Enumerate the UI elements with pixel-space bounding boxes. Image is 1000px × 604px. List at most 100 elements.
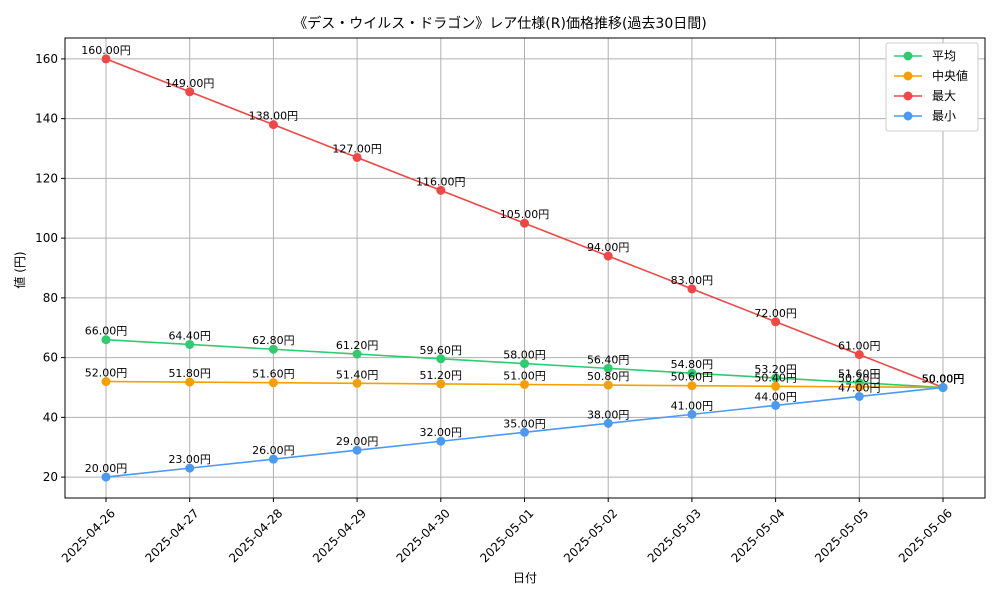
data-label: 61.20円	[336, 339, 379, 352]
data-point	[268, 378, 278, 388]
data-point	[603, 380, 613, 390]
data-label: 35.00円	[503, 417, 546, 430]
data-point	[436, 436, 446, 446]
data-label: 41.00円	[671, 399, 714, 412]
data-label: 50.00円	[922, 372, 965, 385]
data-label: 64.40円	[168, 329, 211, 342]
data-point	[436, 185, 446, 195]
data-point	[436, 354, 446, 364]
data-label: 138.00円	[249, 110, 299, 123]
data-point	[687, 284, 697, 294]
legend-swatch-marker	[903, 51, 913, 61]
data-point	[771, 381, 781, 391]
data-label: 44.00円	[754, 390, 797, 403]
data-point	[771, 317, 781, 327]
legend-label: 最大	[932, 89, 956, 103]
data-point	[185, 463, 195, 473]
series-layer	[101, 54, 948, 482]
data-point	[185, 377, 195, 387]
y-tick-label: 40	[43, 410, 58, 424]
data-point	[101, 335, 111, 345]
data-label: 50.00円	[922, 372, 965, 385]
legend-label: 中央値	[932, 68, 968, 83]
legend-swatch-marker	[903, 71, 913, 81]
data-point	[101, 472, 111, 482]
data-label: 127.00円	[332, 142, 382, 155]
y-tick-label: 160	[35, 52, 58, 66]
data-point	[101, 377, 111, 387]
data-point	[352, 378, 362, 388]
data-label: 61.00円	[838, 340, 881, 353]
data-label: 51.40円	[336, 368, 379, 381]
data-labels-layer: 66.00円 64.40円 62.80円 61.20円 59.60円 58.00円 56.4…	[81, 44, 964, 475]
data-label: 51.80円	[168, 367, 211, 380]
data-point	[352, 445, 362, 455]
data-point	[854, 391, 864, 401]
y-tick-label: 80	[43, 291, 58, 305]
legend-swatch-marker	[903, 91, 913, 101]
data-point	[687, 409, 697, 419]
data-label: 116.00円	[416, 175, 466, 188]
y-tick-label: 20	[43, 470, 58, 484]
data-point	[352, 349, 362, 359]
data-label: 160.00円	[81, 44, 131, 57]
data-label: 53.20円	[754, 363, 797, 376]
chart-title: 《デス・ウイルス・ドラゴン》レア仕様(R)価格推移(過去30日間)	[293, 15, 706, 32]
data-point	[520, 427, 529, 437]
data-point	[854, 382, 864, 392]
data-label: 23.00円	[168, 453, 211, 466]
data-point	[520, 379, 529, 389]
data-label: 72.00円	[754, 307, 797, 320]
data-label: 38.00円	[587, 408, 630, 421]
legend-label: 最小	[932, 109, 956, 123]
data-point	[771, 400, 781, 410]
data-point	[687, 381, 697, 391]
data-label: 51.00円	[503, 369, 546, 382]
data-point	[771, 373, 781, 383]
legend-swatch-marker	[903, 111, 913, 121]
data-label: 149.00円	[165, 77, 215, 90]
data-label: 50.00円	[922, 372, 965, 385]
data-label: 52.00円	[85, 367, 128, 380]
legend-label: 平均	[932, 49, 956, 63]
data-point	[268, 344, 278, 354]
data-point	[185, 339, 195, 349]
x-axis-title: 日付	[513, 571, 537, 585]
data-label: 51.60円	[252, 368, 295, 381]
data-label: 56.40円	[587, 353, 630, 366]
data-label: 50.60円	[671, 371, 714, 384]
data-point	[268, 120, 278, 130]
data-label: 105.00円	[500, 208, 550, 221]
data-point	[938, 382, 948, 392]
y-tick-label: 120	[35, 171, 58, 185]
data-label: 32.00円	[420, 426, 463, 439]
data-label: 29.00円	[336, 435, 379, 448]
data-label: 54.80円	[671, 358, 714, 371]
data-label: 47.00円	[838, 381, 881, 394]
data-label: 50.40円	[754, 371, 797, 384]
data-point	[603, 251, 613, 261]
data-label: 50.20円	[838, 372, 881, 385]
data-point	[436, 379, 446, 389]
data-label: 94.00円	[587, 241, 630, 254]
data-point	[520, 359, 529, 369]
y-tick-label: 100	[35, 231, 58, 245]
data-point	[687, 368, 697, 378]
data-point	[603, 418, 613, 428]
y-tick-label: 140	[35, 112, 58, 126]
data-point	[352, 152, 362, 162]
data-label: 62.80円	[252, 334, 295, 347]
data-point	[101, 54, 111, 64]
data-label: 66.00円	[85, 325, 128, 338]
data-point	[185, 87, 195, 97]
data-label: 51.60円	[838, 368, 881, 381]
data-point	[268, 454, 278, 464]
data-label: 51.20円	[420, 369, 463, 382]
data-label: 83.00円	[671, 274, 714, 287]
data-label: 20.00円	[85, 462, 128, 475]
data-label: 58.00円	[503, 349, 546, 362]
